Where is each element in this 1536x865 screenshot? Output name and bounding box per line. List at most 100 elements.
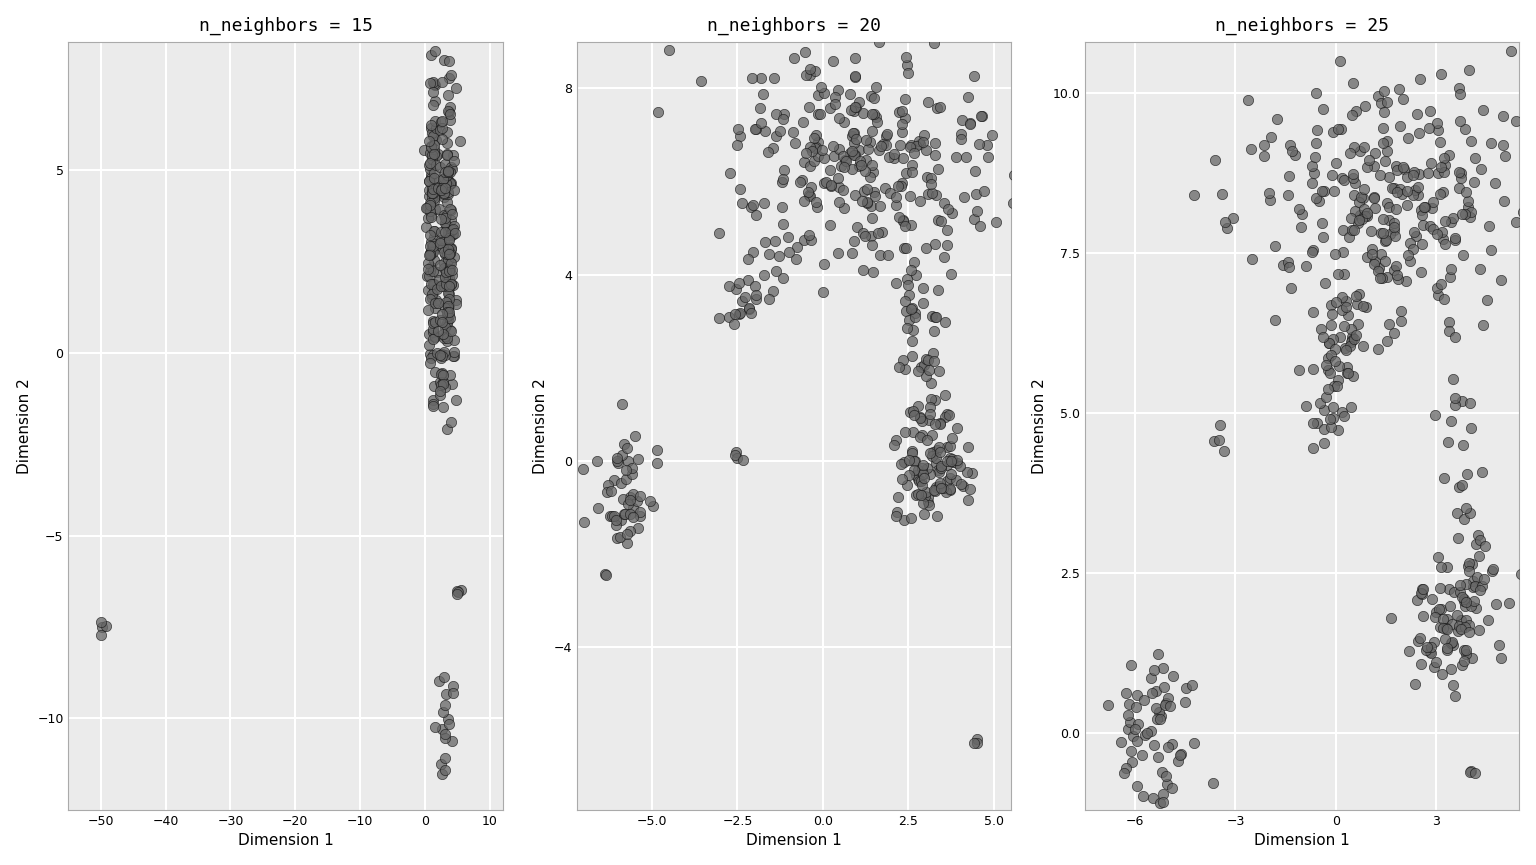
Point [928, 99, 952, 113]
Point [1438, 599, 1462, 613]
Point [1160, 827, 1184, 841]
Point [1132, 728, 1157, 742]
Point [889, 472, 914, 486]
Point [1442, 231, 1467, 245]
Point [436, 232, 461, 246]
Point [1150, 787, 1175, 801]
Point [432, 345, 456, 359]
Point [449, 583, 473, 597]
Point [1362, 254, 1387, 268]
Point [1382, 263, 1407, 277]
Point [895, 478, 920, 492]
Point [1459, 764, 1484, 778]
Point [1404, 229, 1428, 243]
Title: n_neighbors = 15: n_neighbors = 15 [198, 16, 373, 35]
Point [894, 304, 919, 318]
Point [840, 246, 865, 260]
Point [1221, 211, 1246, 225]
Point [923, 451, 948, 465]
Point [1109, 735, 1134, 749]
Point [1150, 795, 1175, 809]
Point [89, 615, 114, 629]
Point [951, 479, 975, 493]
Point [762, 71, 786, 85]
Point [1396, 248, 1421, 262]
Point [826, 112, 851, 125]
Point [433, 330, 458, 343]
Point [1373, 154, 1398, 168]
Point [1180, 678, 1204, 692]
Point [1442, 398, 1467, 412]
Point [1442, 689, 1467, 703]
Point [820, 138, 845, 152]
Point [1252, 138, 1276, 152]
Point [1301, 362, 1326, 375]
Point [613, 472, 637, 486]
Point [421, 146, 445, 160]
Point [1439, 262, 1464, 276]
Point [433, 165, 458, 179]
Point [862, 107, 886, 121]
Point [900, 164, 925, 178]
Point [613, 463, 637, 477]
Point [1124, 688, 1149, 702]
Point [915, 433, 940, 447]
Point [1453, 599, 1478, 612]
Point [1439, 617, 1464, 631]
Point [438, 246, 462, 260]
Point [962, 212, 986, 226]
Point [442, 349, 467, 363]
Point [421, 129, 445, 143]
Point [1444, 506, 1468, 520]
Point [854, 183, 879, 196]
Point [430, 316, 455, 330]
Point [436, 261, 461, 275]
Point [422, 315, 447, 329]
Point [1478, 244, 1502, 258]
Point [1172, 695, 1197, 708]
Point [439, 324, 464, 337]
Point [422, 721, 447, 734]
Point [1370, 212, 1395, 226]
Point [842, 70, 866, 84]
Point [1126, 825, 1150, 839]
Point [742, 122, 766, 136]
Point [436, 227, 461, 241]
Point [833, 153, 857, 167]
Point [435, 179, 459, 193]
Point [433, 317, 458, 331]
Point [739, 201, 763, 215]
Point [842, 104, 866, 118]
Point [1346, 317, 1370, 330]
Point [1301, 243, 1326, 257]
Point [422, 17, 447, 31]
Point [865, 110, 889, 124]
Point [938, 467, 963, 481]
Point [433, 176, 458, 190]
Point [803, 195, 828, 208]
Y-axis label: Dimension 2: Dimension 2 [533, 378, 548, 474]
Point [419, 278, 444, 292]
Point [435, 147, 459, 161]
Point [848, 158, 872, 172]
Point [424, 188, 449, 202]
Point [422, 365, 447, 379]
Point [842, 136, 866, 150]
Point [1370, 227, 1395, 240]
Point [415, 201, 439, 215]
Point [955, 439, 980, 453]
Y-axis label: Dimension 2: Dimension 2 [1032, 378, 1048, 474]
Point [743, 123, 768, 137]
Point [1342, 176, 1367, 189]
Point [1321, 411, 1346, 425]
Point [811, 285, 836, 298]
Point [418, 292, 442, 306]
Point [885, 509, 909, 522]
Point [418, 264, 442, 278]
Point [860, 211, 885, 225]
Point [1138, 671, 1163, 685]
Point [430, 172, 455, 186]
Point [1473, 539, 1498, 553]
Point [1510, 206, 1534, 220]
Point [424, 180, 449, 194]
